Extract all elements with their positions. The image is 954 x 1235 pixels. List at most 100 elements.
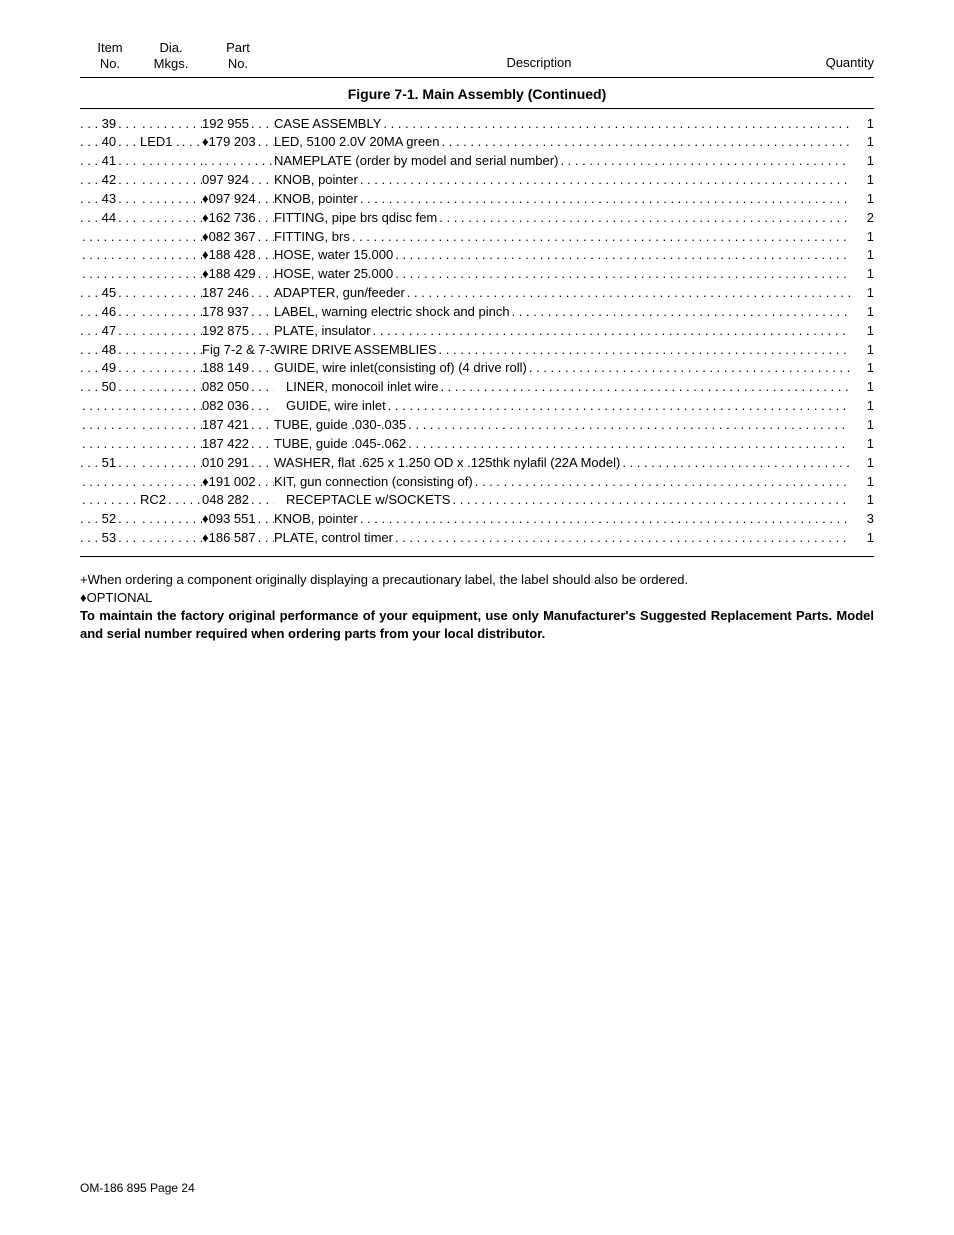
cell-item-no: . . . 45: [80, 284, 140, 303]
cell-quantity: 1: [850, 359, 874, 378]
table-row: 082 036GUIDE, wire inlet 1: [80, 397, 874, 416]
cell-quantity: 3: [850, 510, 874, 529]
cell-dia-mkgs: [140, 246, 202, 265]
cell-item-no: . . . 49: [80, 359, 140, 378]
table-row: . . . 50082 050LINER, monocoil inlet wir…: [80, 378, 874, 397]
page-footer: OM-186 895 Page 24: [80, 1181, 195, 1195]
cell-item-no: [80, 246, 140, 265]
cell-quantity: 1: [850, 529, 874, 548]
cell-quantity: 1: [850, 322, 874, 341]
note-optional: ♦OPTIONAL: [80, 589, 874, 607]
cell-quantity: 1: [850, 397, 874, 416]
cell-dia-mkgs: [140, 397, 202, 416]
figure-title: Figure 7-1. Main Assembly (Continued): [80, 78, 874, 109]
cell-dia-mkgs: [140, 454, 202, 473]
cell-item-no: [80, 416, 140, 435]
table-row: ♦188 428HOSE, water 15.000 1: [80, 246, 874, 265]
cell-dia-mkgs: [140, 284, 202, 303]
cell-part-no: 082 036: [202, 397, 274, 416]
cell-description: TUBE, guide .045-.062: [274, 435, 850, 454]
note-replacement-parts: To maintain the factory original perform…: [80, 607, 874, 643]
cell-quantity: 1: [850, 190, 874, 209]
cell-item-no: . . . 41: [80, 152, 140, 171]
table-row: . . . 51010 291WASHER, flat .625 x 1.250…: [80, 454, 874, 473]
table-row: . . . 53♦186 587PLATE, control timer 1: [80, 529, 874, 548]
cell-item-no: . . . 42: [80, 171, 140, 190]
hdr-quantity: Quantity: [804, 40, 874, 73]
cell-quantity: 1: [850, 378, 874, 397]
cell-item-no: . . . 39: [80, 115, 140, 134]
cell-description: KNOB, pointer: [274, 510, 850, 529]
cell-dia-mkgs: [140, 529, 202, 548]
cell-quantity: 1: [850, 228, 874, 247]
hdr-dia-l2: Mkgs.: [140, 56, 202, 72]
cell-dia-mkgs: [140, 171, 202, 190]
notes-block: +When ordering a component originally di…: [80, 571, 874, 644]
cell-description: PLATE, insulator: [274, 322, 850, 341]
cell-item-no: . . . 47: [80, 322, 140, 341]
cell-item-no: [80, 397, 140, 416]
cell-item-no: [80, 228, 140, 247]
cell-part-no: 097 924: [202, 171, 274, 190]
cell-item-no: . . . 44: [80, 209, 140, 228]
cell-description: NAMEPLATE (order by model and serial num…: [274, 152, 850, 171]
cell-description: LED, 5100 2.0V 20MA green: [274, 133, 850, 152]
table-row: . . . 52 ♦093 551KNOB, pointer 3: [80, 510, 874, 529]
cell-part-no: 192 955: [202, 115, 274, 134]
table-row: 187 421TUBE, guide .030-.035 1: [80, 416, 874, 435]
table-row: . . . 49188 149GUIDE, wire inlet(consist…: [80, 359, 874, 378]
hdr-item-l1: Item: [80, 40, 140, 56]
table-row: . . . 43♦097 924KNOB, pointer 1: [80, 190, 874, 209]
cell-part-no: ♦097 924: [202, 190, 274, 209]
cell-part-no: 192 875: [202, 322, 274, 341]
cell-part-no: ♦179 203: [202, 133, 274, 152]
cell-part-no: ♦093 551: [202, 510, 274, 529]
cell-part-no: [202, 152, 274, 171]
table-row: ♦188 429HOSE, water 25.000 1: [80, 265, 874, 284]
table-row: . . . 44 ♦162 736FITTING, pipe brs qdisc …: [80, 209, 874, 228]
cell-part-no: ♦188 428: [202, 246, 274, 265]
cell-quantity: 1: [850, 265, 874, 284]
cell-description: FITTING, pipe brs qdisc fem: [274, 209, 850, 228]
table-row: ♦191 002KIT, gun connection (consisting …: [80, 473, 874, 492]
cell-part-no: Fig 7-2 & 7-3: [202, 341, 274, 360]
cell-item-no: . . . 43: [80, 190, 140, 209]
cell-dia-mkgs: [140, 378, 202, 397]
cell-dia-mkgs: [140, 416, 202, 435]
cell-description: PLATE, control timer: [274, 529, 850, 548]
hdr-part-l2: No.: [202, 56, 274, 72]
cell-description: WIRE DRIVE ASSEMBLIES: [274, 341, 850, 360]
cell-description: GUIDE, wire inlet(consisting of) (4 driv…: [274, 359, 850, 378]
cell-dia-mkgs: LED1 .: [140, 133, 202, 152]
cell-item-no: [80, 473, 140, 492]
cell-quantity: 1: [850, 284, 874, 303]
cell-part-no: 187 421: [202, 416, 274, 435]
cell-description: WASHER, flat .625 x 1.250 OD x .125thk n…: [274, 454, 850, 473]
cell-part-no: ♦162 736: [202, 209, 274, 228]
cell-dia-mkgs: [140, 115, 202, 134]
cell-item-no: . . . 48: [80, 341, 140, 360]
cell-part-no: ♦191 002: [202, 473, 274, 492]
hdr-description: Description: [274, 40, 804, 73]
cell-dia-mkgs: [140, 303, 202, 322]
cell-description: CASE ASSEMBLY: [274, 115, 850, 134]
table-row: . . . 47 192 875PLATE, insulator 1: [80, 322, 874, 341]
cell-dia-mkgs: [140, 322, 202, 341]
table-row: . . . 39192 955CASE ASSEMBLY 1: [80, 115, 874, 134]
cell-quantity: 1: [850, 435, 874, 454]
cell-quantity: 1: [850, 246, 874, 265]
cell-quantity: 1: [850, 133, 874, 152]
table-row: . . . 41 NAMEPLATE (order by model and se…: [80, 152, 874, 171]
cell-part-no: 082 050: [202, 378, 274, 397]
table-row: . . . 42097 924KNOB, pointer 1: [80, 171, 874, 190]
cell-item-no: . . . 52: [80, 510, 140, 529]
table-row: . . . 40LED1 .♦179 203LED, 5100 2.0V 20M…: [80, 133, 874, 152]
table-row: ♦082 367FITTING, brs 1: [80, 228, 874, 247]
cell-dia-mkgs: RC2: [140, 491, 202, 510]
cell-description: RECEPTACLE w/SOCKETS: [274, 491, 850, 510]
parts-list: . . . 39192 955CASE ASSEMBLY 1. . . 40LE…: [80, 115, 874, 557]
cell-dia-mkgs: [140, 359, 202, 378]
cell-item-no: . . . 40: [80, 133, 140, 152]
cell-part-no: 187 422: [202, 435, 274, 454]
cell-dia-mkgs: [140, 473, 202, 492]
